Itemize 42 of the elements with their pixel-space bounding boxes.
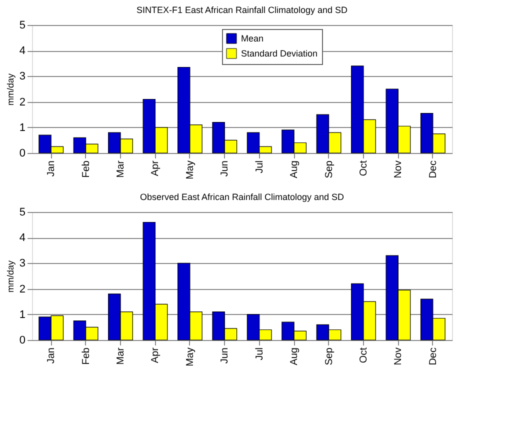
x-tick-label: Oct: [358, 160, 370, 176]
y-tick-label: 1: [19, 308, 26, 321]
y-tick-label: 3: [19, 70, 26, 83]
x-tick-label: Feb: [80, 160, 92, 178]
x-tick-label: Aug: [289, 160, 300, 178]
y-tick-label: 4: [19, 232, 26, 244]
x-tick-label: Mar: [116, 346, 127, 365]
x-tick-label: Mar: [116, 160, 127, 178]
x-tick-label: Jul: [254, 160, 266, 174]
y-tick-label: 0: [19, 334, 26, 346]
x-tick-label: Jan: [46, 160, 58, 177]
chart-title: SINTEX-F1 East African Rainfall Climatology and SD: [136, 5, 348, 15]
x-tick-label: May: [184, 348, 196, 366]
x-tick-label: Nov: [393, 160, 404, 178]
y-tick-label: 5: [19, 206, 26, 218]
x-tick-label: Aug: [289, 348, 300, 366]
y-tick-label: 5: [19, 20, 26, 32]
x-tick-label: Jan: [46, 348, 58, 364]
x-tick-label: Jul: [254, 348, 266, 360]
legend-label: Mean: [241, 34, 264, 44]
x-tick-label: Sep: [324, 160, 335, 178]
chart-title: Observed East African Rainfall Climatology and SD: [140, 192, 345, 202]
y-tick-label: 3: [19, 258, 26, 270]
x-tick-label: Oct: [358, 347, 370, 364]
x-tick-label: Apr: [150, 160, 162, 176]
y-axis-title: mm/day: [5, 73, 16, 106]
x-tick-label: Apr: [150, 346, 162, 364]
y-tick-label: 1: [19, 122, 26, 134]
x-tick-label: May: [184, 160, 196, 180]
y-axis-title: mm/day: [5, 260, 16, 293]
x-tick-label: Nov: [393, 348, 404, 366]
y-tick-label: 2: [19, 96, 26, 108]
y-tick-label: 0: [19, 148, 26, 160]
x-tick-label: Dec: [428, 160, 439, 178]
y-tick-label: 4: [19, 45, 26, 58]
x-tick-label: Sep: [324, 347, 335, 366]
x-tick-label: Dec: [428, 348, 439, 366]
y-tick-label: 2: [19, 283, 26, 296]
x-tick-label: Jun: [220, 348, 231, 364]
legend-label: Standard Deviation: [241, 48, 318, 58]
x-tick-label: Jun: [220, 160, 231, 177]
x-tick-label: Feb: [80, 347, 92, 365]
